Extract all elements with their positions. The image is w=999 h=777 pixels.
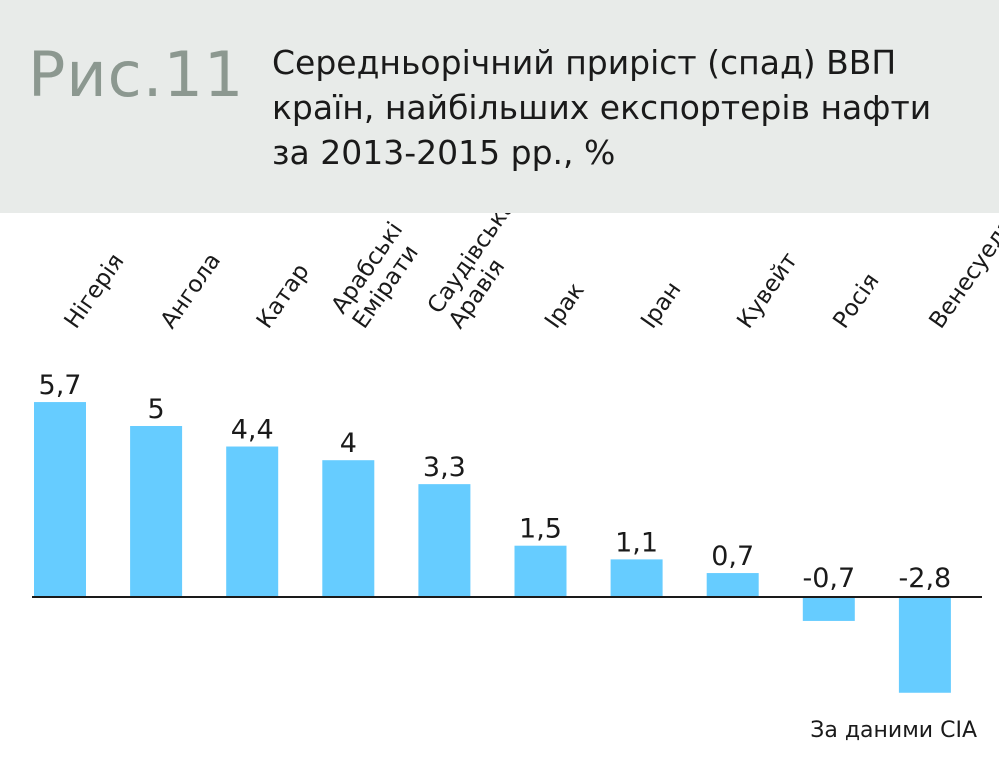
value-label-9: -2,8 (899, 563, 952, 594)
category-label-line: Венесуела (925, 213, 999, 333)
value-label-3: 4 (340, 428, 357, 459)
category-label-line: Росія (828, 269, 884, 334)
value-label-5: 1,5 (519, 514, 562, 545)
bar-6 (610, 559, 663, 597)
category-label-1: Ангола (156, 248, 226, 333)
category-label-line: Ірак (540, 278, 590, 333)
category-label-7: Кувейт (732, 248, 803, 333)
category-label-8: Росія (828, 269, 884, 334)
bar-7 (706, 573, 759, 597)
category-label-6: Іран (636, 277, 686, 333)
category-label-line: Катар (252, 259, 315, 333)
category-label-line: Іран (636, 277, 686, 333)
chart-title: Середньорічний приріст (спад) ВВП країн,… (272, 40, 972, 175)
title-line-3: за 2013-2015 рр., % (272, 133, 616, 172)
category-label-9: Венесуела (925, 213, 999, 333)
bar-1 (130, 426, 183, 597)
header-panel: Рис.11 Середньорічний приріст (спад) ВВП… (0, 0, 999, 213)
category-label-line: Нігерія (60, 249, 130, 333)
category-label-2: Катар (252, 259, 315, 333)
bar-8 (802, 597, 855, 621)
value-label-1: 5 (148, 394, 165, 425)
value-label-2: 4,4 (231, 415, 274, 446)
figure-label: Рис.11 (28, 38, 245, 111)
bar-0 (34, 402, 86, 597)
bar-4 (418, 484, 471, 597)
bar-chart: 5,7 Нігерія 5 Ангола 4,4 Катар 4 АрабськіЕмірат… (32, 213, 999, 693)
value-label-0: 5,7 (39, 370, 82, 401)
bar-5 (514, 545, 567, 597)
title-line-1: Середньорічний приріст (спад) ВВП (272, 43, 897, 82)
value-label-8: -0,7 (802, 563, 855, 594)
category-label-0: Нігерія (60, 249, 130, 333)
source-note: За даними CIA (810, 718, 977, 743)
bar-3 (322, 460, 375, 597)
category-label-line: Ангола (156, 248, 226, 333)
bar-2 (226, 446, 279, 597)
bar-9 (898, 597, 951, 693)
value-label-4: 3,3 (423, 452, 466, 483)
title-line-2: країн, найбільших експортерів нафти (272, 88, 932, 127)
value-label-6: 1,1 (615, 527, 658, 558)
category-label-line: Кувейт (732, 248, 803, 333)
value-label-7: 0,7 (711, 541, 754, 572)
category-label-5: Ірак (540, 278, 590, 333)
